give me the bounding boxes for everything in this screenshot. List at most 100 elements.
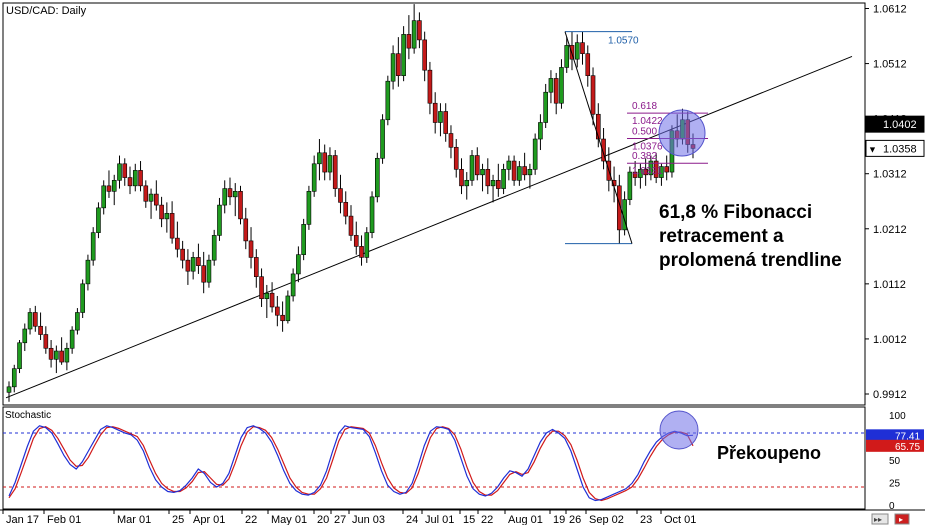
candle-bull xyxy=(438,111,443,123)
candle-bull xyxy=(327,155,333,173)
price-tick-label: 1.0112 xyxy=(873,279,906,291)
candle-bull xyxy=(164,213,170,220)
stochastic-tick-label: 50 xyxy=(889,456,901,467)
candle-bear xyxy=(595,113,601,140)
time-tick-label: May 01 xyxy=(271,514,307,525)
candle-bull xyxy=(517,166,522,181)
candle-bull xyxy=(75,312,80,331)
stochastic-signal-line xyxy=(8,426,694,502)
price-tick-label: 1.0612 xyxy=(873,4,907,16)
candle-bull xyxy=(564,45,570,68)
candle-bull xyxy=(232,191,238,198)
stochastic-highlight-circle xyxy=(659,410,699,450)
time-tick-label: 19 xyxy=(553,514,565,525)
candle-bull xyxy=(222,188,228,206)
candle-bear xyxy=(338,188,343,203)
candle-bear xyxy=(406,34,412,49)
time-tick-label: Mar 01 xyxy=(117,514,151,525)
stochastic-tick-label: 100 xyxy=(889,411,906,422)
candle-bull xyxy=(296,254,301,275)
fib-diagonal xyxy=(564,31,633,244)
time-tick-label: Feb 01 xyxy=(47,514,81,525)
candle-bull xyxy=(532,138,538,170)
stochastic-main-line xyxy=(8,425,694,502)
candle-bull xyxy=(190,257,196,272)
stochastic-tick-label: 25 xyxy=(889,479,901,490)
price-tick-label: 1.0012 xyxy=(873,334,907,346)
candle-bull xyxy=(469,155,475,181)
candle-bull xyxy=(375,157,380,198)
candle-bear xyxy=(127,177,133,187)
scroll-right-button[interactable] xyxy=(894,513,910,525)
candle-bull xyxy=(285,295,291,322)
candle-bull xyxy=(538,122,543,140)
time-tick-label: 25 xyxy=(172,514,184,525)
candle-bull xyxy=(80,283,85,313)
candle-bear xyxy=(280,314,285,322)
price-marker-label: 1.0402 xyxy=(883,119,917,131)
candle-bear xyxy=(275,306,280,316)
candle-bull xyxy=(648,160,654,176)
candle-bull xyxy=(206,259,212,283)
candle-bear xyxy=(643,169,648,176)
candle-bear xyxy=(269,292,275,308)
candle-bull xyxy=(311,163,317,192)
fib-annotation-text: retracement a xyxy=(659,226,784,247)
candle-bull xyxy=(401,34,406,76)
candle-bull xyxy=(548,78,554,93)
candle-bear xyxy=(59,350,64,363)
time-tick-label: Apr 01 xyxy=(193,514,225,525)
candle-bear xyxy=(248,240,254,258)
candle-bull xyxy=(85,259,91,285)
scroll-right-icon[interactable]: ▸ xyxy=(899,515,903,524)
candle-bear xyxy=(48,347,54,360)
candle-bull xyxy=(385,80,391,121)
candle-bull xyxy=(17,342,22,369)
candle-bull xyxy=(132,170,138,187)
candle-bull xyxy=(317,152,322,165)
candle-bear xyxy=(580,42,585,54)
candle-bull xyxy=(117,163,122,181)
candle-bull xyxy=(301,224,306,255)
time-tick-label: Aug 01 xyxy=(508,514,543,525)
candle-bull xyxy=(264,292,270,300)
candle-bull xyxy=(627,171,633,200)
candle-bear xyxy=(522,166,527,176)
candle-bear xyxy=(553,78,559,104)
candle-bear xyxy=(43,334,49,349)
scroll-left-icon[interactable]: ▸▸ xyxy=(874,515,882,524)
fib-annotation-text: prolomená trendline xyxy=(659,250,842,271)
candle-bear xyxy=(159,204,164,220)
time-tick-label: Oct 01 xyxy=(664,514,696,525)
candle-bull xyxy=(490,180,496,187)
candle-bear xyxy=(453,146,459,170)
candle-bear xyxy=(353,235,359,247)
candle-bear xyxy=(617,185,622,231)
candle-bear xyxy=(448,133,454,148)
time-tick-label: 23 xyxy=(640,514,652,525)
price-marker-box xyxy=(865,115,925,133)
candle-bear xyxy=(590,75,596,115)
candle-bull xyxy=(559,67,564,104)
candle-bear xyxy=(180,248,185,261)
candle-bear xyxy=(653,160,659,178)
stochastic-panel-frame xyxy=(2,406,866,510)
scroll-left-button[interactable] xyxy=(871,513,889,525)
candle-bear xyxy=(138,170,143,187)
candle-bull xyxy=(27,312,33,330)
candle-bull xyxy=(290,273,296,297)
time-tick-label: 22 xyxy=(481,514,493,525)
candle-bull xyxy=(6,386,12,393)
fib-price-label: 1.0422 xyxy=(632,116,663,127)
price-panel-frame xyxy=(2,2,866,406)
candle-bull xyxy=(506,160,512,170)
candle-bear xyxy=(332,155,338,189)
fib-price-label: 1.0376 xyxy=(632,141,663,152)
candle-bear xyxy=(227,188,233,198)
candle-bear xyxy=(396,53,401,76)
candle-bear xyxy=(664,166,669,173)
fib-swing-high-label: 1.0570 xyxy=(608,36,639,47)
candle-bear xyxy=(38,325,43,335)
